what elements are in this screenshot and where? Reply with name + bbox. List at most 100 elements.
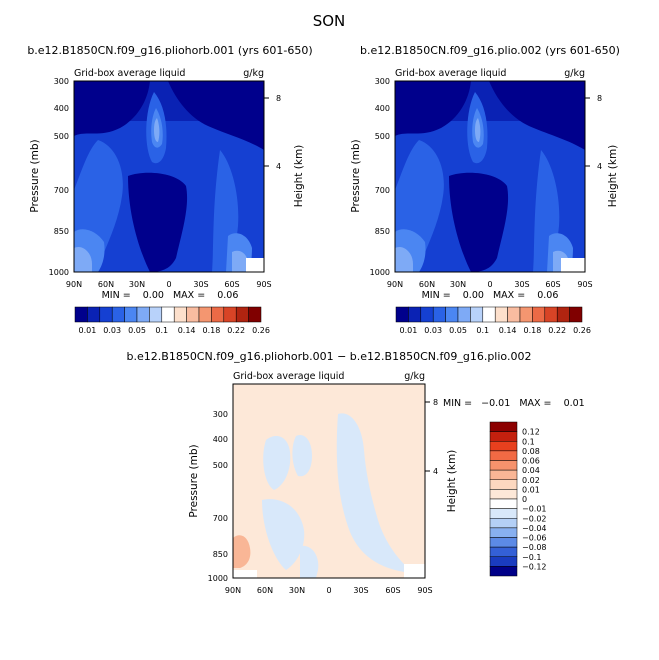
colorbar-swatch xyxy=(99,306,113,323)
colorbar-label: −0.08 xyxy=(522,543,547,552)
panel-1-field xyxy=(74,81,264,272)
colorbar-swatch xyxy=(248,306,262,323)
colorbar-swatch xyxy=(489,527,518,538)
colorbar-swatch xyxy=(489,421,518,432)
y-tick-label: 500 xyxy=(54,132,69,141)
panel-3: b.e12.B1850CN.f09_g16.pliohorb.001 − b.e… xyxy=(127,350,585,595)
y-tick-label: 300 xyxy=(213,410,228,419)
y-tick-label: 850 xyxy=(375,227,390,236)
panel-1: b.e12.B1850CN.f09_g16.pliohorb.001 (yrs … xyxy=(27,44,312,335)
colorbar-label: −0.1 xyxy=(522,553,541,562)
colorbar-swatch xyxy=(457,306,471,323)
panel-3-x-ticks: 90N 60N 30N 0 30S 60S 90S xyxy=(225,586,433,595)
colorbar-label: 0.05 xyxy=(449,326,467,335)
colorbar-swatch xyxy=(173,306,187,323)
colorbar-label: 0.01 xyxy=(399,326,417,335)
colorbar-swatch xyxy=(544,306,558,323)
panel-1-units: g/kg xyxy=(243,68,264,79)
colorbar-label: 0.06 xyxy=(522,457,540,466)
panel-1-y-label-right: Height (km) xyxy=(293,145,305,208)
colorbar-label: −0.01 xyxy=(522,505,547,514)
colorbar-swatch xyxy=(149,306,163,323)
colorbar-swatch xyxy=(432,306,446,323)
y-tick-label: 700 xyxy=(375,186,390,195)
x-tick-label: 90S xyxy=(256,280,271,289)
colorbar-label: 0.18 xyxy=(202,326,220,335)
panel-3-stats: MIN = −0.01 MAX = 0.01 xyxy=(443,398,585,409)
y-tick-label: 500 xyxy=(213,461,228,470)
y-tick-label: 500 xyxy=(375,132,390,141)
colorbar-label: 0.14 xyxy=(178,326,196,335)
colorbar-label: 0.1 xyxy=(522,437,535,446)
panel-2-y-label-right: Height (km) xyxy=(607,145,619,208)
x-tick-label: 60N xyxy=(419,280,435,289)
y-tick-label: 300 xyxy=(54,77,69,86)
panel-3-title: b.e12.B1850CN.f09_g16.pliohorb.001 − b.e… xyxy=(127,350,532,363)
colorbar-swatch xyxy=(235,306,249,323)
x-tick-label: 90N xyxy=(387,280,403,289)
x-tick-label: 60S xyxy=(224,280,239,289)
x-tick-label: 30N xyxy=(129,280,145,289)
colorbar-swatch xyxy=(507,306,521,323)
y-tick-label: 300 xyxy=(375,77,390,86)
panel-3-units: g/kg xyxy=(404,371,425,382)
panel-2-y-ticks: 300 400 500 700 850 1000 xyxy=(370,77,390,277)
y-tick-label: 700 xyxy=(54,186,69,195)
colorbar-swatch xyxy=(489,441,518,452)
y-tick-label: 400 xyxy=(213,435,228,444)
figure-title: SON xyxy=(313,12,346,30)
colorbar-swatch xyxy=(186,306,200,323)
panel-1-x-ticks: 90N 60N 30N 0 30S 60S 90S xyxy=(66,280,272,289)
colorbar-swatch xyxy=(124,306,138,323)
y-tick-label: 400 xyxy=(54,104,69,113)
panel-3-colorbar: 0.120.10.080.060.040.020.010−0.01−0.02−0… xyxy=(489,421,547,577)
x-tick-label: 30S xyxy=(514,280,529,289)
colorbar-label: 0.01 xyxy=(522,485,540,494)
panel-3-frame xyxy=(232,383,426,579)
colorbar-swatch xyxy=(489,479,518,490)
x-tick-label: 30S xyxy=(193,280,208,289)
colorbar-label: 0.04 xyxy=(522,466,540,475)
colorbar-swatch xyxy=(395,306,409,323)
colorbar-label: 0.01 xyxy=(78,326,96,335)
x-tick-label: 30N xyxy=(289,586,305,595)
height-tick-label: 8 xyxy=(276,94,281,103)
panel-1-right-ticks: 8 4 xyxy=(264,94,281,171)
panel-2-right-ticks: 8 4 xyxy=(585,94,602,171)
panel-3-y-label-right: Height (km) xyxy=(446,450,458,513)
y-tick-label: 850 xyxy=(213,550,228,559)
colorbar-label: −0.02 xyxy=(522,514,547,523)
colorbar-swatch xyxy=(489,489,518,500)
colorbar-label: 0.14 xyxy=(499,326,517,335)
colorbar-swatch xyxy=(136,306,150,323)
colorbar-label: 0 xyxy=(522,495,527,504)
colorbar-swatch xyxy=(489,460,518,471)
height-tick-label: 8 xyxy=(433,398,438,407)
panel-2-x-ticks: 90N 60N 30N 0 30S 60S 90S xyxy=(387,280,593,289)
x-tick-label: 90S xyxy=(577,280,592,289)
panel-2-stats: MIN = 0.00 MAX = 0.06 xyxy=(422,290,559,301)
colorbar-swatch xyxy=(489,566,518,577)
height-tick-label: 4 xyxy=(433,467,438,476)
panel-2-colorbar: 0.01 0.03 0.05 0.1 0.14 0.18 0.22 0.26 xyxy=(395,306,591,335)
colorbar-label: 0.18 xyxy=(523,326,541,335)
colorbar-swatch xyxy=(489,546,518,557)
colorbar-label: 0.1 xyxy=(155,326,168,335)
colorbar-swatch xyxy=(569,306,583,323)
x-tick-label: 0 xyxy=(166,280,171,289)
colorbar-label: −0.12 xyxy=(522,562,547,571)
panel-1-title: b.e12.B1850CN.f09_g16.pliohorb.001 (yrs … xyxy=(27,44,312,57)
colorbar-label: 0.26 xyxy=(252,326,270,335)
colorbar-label: 0.08 xyxy=(522,447,540,456)
colorbar-swatch xyxy=(74,306,88,323)
x-tick-label: 30N xyxy=(450,280,466,289)
height-tick-label: 4 xyxy=(597,162,602,171)
y-tick-label: 1000 xyxy=(49,268,69,277)
x-tick-label: 0 xyxy=(487,280,492,289)
panel-3-y-label: Pressure (mb) xyxy=(188,444,200,517)
colorbar-swatch xyxy=(489,469,518,480)
colorbar-swatch xyxy=(489,431,518,442)
x-tick-label: 90N xyxy=(66,280,82,289)
colorbar-swatch xyxy=(489,450,518,461)
